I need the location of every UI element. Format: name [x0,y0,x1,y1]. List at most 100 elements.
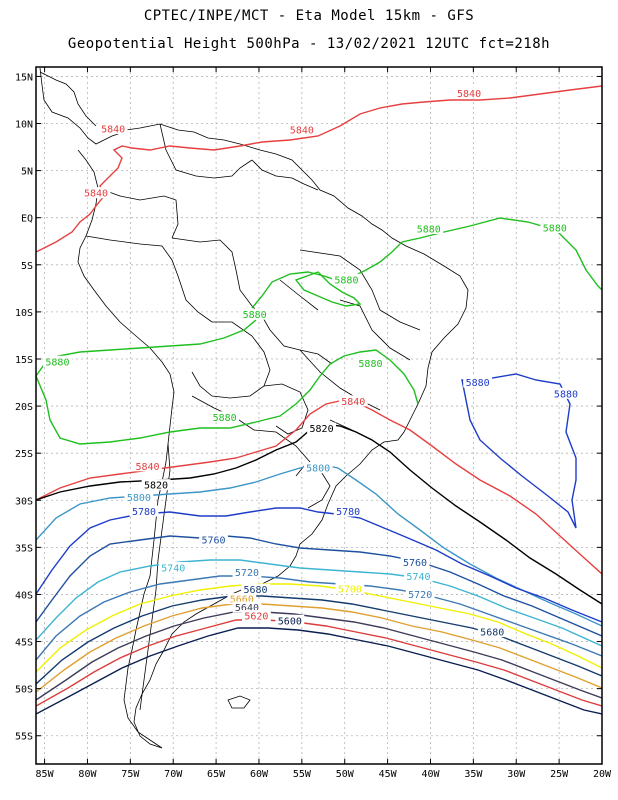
border-guianas [251,159,319,191]
lat-tick-label: 15S [15,355,33,366]
contour-5660 [36,603,602,693]
contour-label: 5880 [213,413,237,424]
lon-tick-label: 50W [336,769,355,780]
longitude-labels: 85W 80W 75W 70W 65W 60W 55W 50W 45W 40W 35W 30W 25W 2… [36,769,612,780]
contour-label: 5880 [334,275,358,286]
title-line-2: Geopotential Height 500hPa - 13/02/2021 … [67,36,551,52]
contour-label: 5720 [408,590,432,601]
contour-label: 5880 [417,224,441,235]
contour-label-bg [275,614,305,626]
contour-label: 5640 [235,603,259,614]
contour-label-bg [338,395,368,407]
lat-tick-label: 10N [15,120,33,131]
border-peru [85,235,213,323]
lat-tick-label: 55S [15,732,33,743]
contour-label-bg [540,222,570,234]
contour-5880-loop [294,271,362,307]
contour-label: 5780 [336,507,360,518]
contour-label: 5840 [290,126,314,137]
contour-label-bg [404,570,433,582]
contour-label: 5880 [358,359,382,370]
contour-label-bg [133,460,162,472]
lat-tick-label: 5S [21,261,33,272]
contour-5780 [36,507,602,623]
contour-label-bg [240,308,270,320]
contour-label-bg [414,222,444,234]
contour-label-bg [43,355,72,367]
contour-5700 [36,583,602,673]
contour-label: 5740 [161,564,185,575]
contour-label-bg [333,505,363,517]
contour-label-bg [158,562,188,574]
lon-tick-label: 85W [36,769,55,780]
contour-label: 5760 [403,558,427,569]
lat-tick-label: 35S [15,543,33,554]
contour-label-bg [241,583,270,595]
latitude-labels: 15N 10N 5N EQ 5S 10S 15S 20S 25S 30S 35S 40S 45S 50S 5… [15,72,33,742]
contour-label: 5840 [101,125,125,136]
lat-tick-label: EQ [21,214,33,225]
contour-label-bg [303,462,333,474]
contour-label-bg [454,87,484,99]
lat-tick-label: 10S [15,308,33,319]
contour-label-bg [405,588,435,600]
lat-tick-label: 20S [15,402,33,413]
border-argentina-north [191,395,311,463]
contour-label: 5840 [135,462,159,473]
contour-label-bg [287,124,317,136]
contour-label: 5760 [201,535,225,546]
lat-tick-label: 25S [15,449,33,460]
lat-tick-label: 15N [15,72,33,83]
lat-tick-label: 40S [15,590,33,601]
lon-tick-label: 45W [379,769,398,780]
contour-label: 5880 [543,224,567,235]
contour-label: 5820 [310,424,334,435]
contour-label: 5720 [235,568,259,579]
contour-label: 5740 [406,572,430,583]
title-line-1: CPTEC/INPE/MCT - Eta Model 15km - GFS [143,8,475,24]
contour-5620 [36,619,602,707]
contour-label-bg [335,582,365,594]
contour-label-bg [232,566,262,578]
lat-tick-label: 50S [15,685,33,696]
contour-label: 5660 [230,595,254,606]
brazil-states [279,249,421,441]
contour-5820 [36,423,602,605]
contour-label: 5600 [278,616,302,627]
contour-label: 5680 [243,585,267,596]
lon-tick-label: 65W [207,769,226,780]
lon-tick-label: 70W [164,769,183,780]
contour-label-bg [98,123,128,135]
contour-5640 [36,611,602,701]
contour-label: 5780 [132,507,156,518]
border-venezuela [159,123,253,179]
lon-tick-label: 40W [421,769,440,780]
contour-label-bg [210,411,240,423]
contour-label-bg [463,376,493,388]
border-colombia [97,187,179,239]
lon-tick-label: 75W [121,769,140,780]
contour-label-bg [332,273,361,285]
contour-label: 5880 [466,378,490,389]
contour-5880-south-east [251,217,602,309]
contour-label: 5700 [338,584,362,595]
lon-tick-label: 25W [550,769,569,780]
lat-tick-label: 5N [21,167,33,178]
contour-5780-east-loop [461,373,577,529]
lon-tick-label: 60W [250,769,269,780]
contour-label-bg [477,626,507,638]
contour-label-bg [551,387,581,399]
contour-label-bg [232,601,262,613]
contour-label: 5620 [244,612,268,623]
contour-label: 5840 [457,89,481,100]
lon-tick-label: 35W [464,769,483,780]
contour-label-bg [241,610,271,622]
lat-tick-label: 30S [15,496,33,507]
falklands [227,695,251,709]
contour-label: 5880 [554,389,578,400]
contour-label-bg [124,491,154,503]
map-frame [35,66,603,765]
contour-label-bg [141,479,171,491]
axis-ticks [36,67,603,764]
lon-tick-label: 30W [507,769,526,780]
